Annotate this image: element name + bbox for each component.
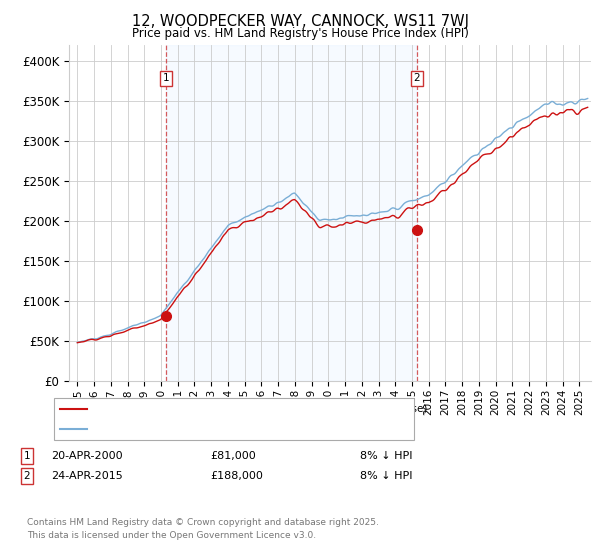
- Text: 1: 1: [163, 73, 169, 83]
- Text: 2: 2: [23, 471, 31, 481]
- Text: 12, WOODPECKER WAY, CANNOCK, WS11 7WJ (detached house): 12, WOODPECKER WAY, CANNOCK, WS11 7WJ (d…: [93, 404, 427, 414]
- Text: 2: 2: [413, 73, 421, 83]
- Text: Contains HM Land Registry data © Crown copyright and database right 2025.
This d: Contains HM Land Registry data © Crown c…: [27, 518, 379, 540]
- Text: 8% ↓ HPI: 8% ↓ HPI: [360, 451, 413, 461]
- Text: 12, WOODPECKER WAY, CANNOCK, WS11 7WJ: 12, WOODPECKER WAY, CANNOCK, WS11 7WJ: [131, 14, 469, 29]
- Text: Price paid vs. HM Land Registry's House Price Index (HPI): Price paid vs. HM Land Registry's House …: [131, 27, 469, 40]
- Text: HPI: Average price, detached house, Cannock Chase: HPI: Average price, detached house, Cann…: [93, 424, 367, 434]
- Text: 20-APR-2000: 20-APR-2000: [51, 451, 122, 461]
- Text: 24-APR-2015: 24-APR-2015: [51, 471, 123, 481]
- Bar: [166, 45, 417, 381]
- Text: 1: 1: [23, 451, 31, 461]
- Text: £188,000: £188,000: [210, 471, 263, 481]
- Text: 8% ↓ HPI: 8% ↓ HPI: [360, 471, 413, 481]
- Text: £81,000: £81,000: [210, 451, 256, 461]
